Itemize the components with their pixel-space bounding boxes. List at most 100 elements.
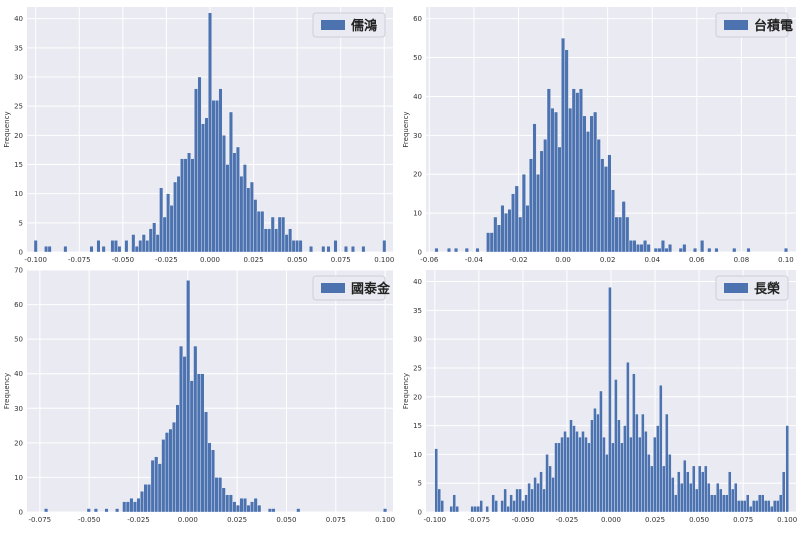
y-tick-label: 35 — [14, 44, 23, 52]
y-tick-label: 15 — [413, 422, 422, 430]
histogram-bar — [235, 504, 240, 513]
histogram-bar — [605, 454, 609, 513]
legend-swatch — [724, 20, 748, 30]
histogram-bar — [683, 459, 687, 513]
y-tick-label: 30 — [413, 132, 422, 140]
legend-box — [715, 275, 789, 301]
histogram-bar — [758, 494, 762, 513]
histogram-bar — [692, 465, 696, 513]
y-tick-label: 40 — [14, 15, 23, 23]
histogram-bar — [218, 477, 223, 513]
histogram-bar — [93, 508, 98, 513]
histogram-bar — [228, 494, 233, 513]
histogram-bar — [525, 205, 530, 253]
legend-swatch — [321, 283, 345, 293]
histogram-bar — [506, 506, 510, 513]
y-axis-label: Frequency — [402, 111, 410, 147]
histogram-bar — [493, 216, 498, 253]
histogram-bar — [154, 456, 159, 513]
histogram-bar — [271, 508, 276, 513]
histogram-bar — [599, 390, 603, 513]
histogram-bar — [274, 228, 279, 253]
histogram-bar — [608, 287, 612, 513]
y-axis-label: Frequency — [402, 373, 410, 409]
histogram-bar — [632, 373, 636, 513]
histogram-bar — [257, 504, 262, 513]
histogram-bar — [503, 488, 507, 513]
histogram-bar — [172, 421, 176, 513]
histogram-bar — [680, 483, 684, 513]
histogram-bar — [632, 240, 637, 253]
histogram-bar — [489, 232, 494, 253]
histogram-bar — [529, 158, 533, 253]
x-tick-label: -0.050 — [112, 256, 135, 264]
histogram-bar — [454, 247, 459, 253]
histogram-bar — [207, 442, 212, 513]
histogram-bar — [647, 454, 651, 513]
histogram-bar — [776, 500, 780, 513]
histogram-bar — [551, 477, 555, 513]
histogram-bar — [134, 245, 139, 253]
histogram-bar — [161, 439, 166, 513]
histogram-bar — [129, 497, 134, 513]
histogram-bar — [561, 37, 566, 253]
histogram-bar — [145, 240, 150, 253]
histogram-bar — [440, 500, 444, 513]
histogram-bar — [553, 111, 558, 253]
y-tick-label: 50 — [14, 336, 23, 344]
histogram-bar — [656, 425, 660, 513]
histogram-bar — [626, 362, 630, 513]
histogram-bar — [714, 247, 719, 253]
histogram-bar — [521, 500, 525, 513]
x-tick-label: 0.100 — [375, 516, 395, 524]
histogram-bar — [707, 247, 712, 253]
histogram-bar — [746, 494, 750, 513]
histogram-bar — [509, 494, 513, 513]
histogram-bar — [455, 506, 459, 513]
histogram-bar — [710, 494, 714, 513]
histogram-bar — [646, 244, 651, 253]
y-tick-label: 60 — [413, 15, 422, 23]
histogram-bar — [500, 205, 505, 253]
x-tick-label: -0.025 — [155, 256, 178, 264]
histogram-bar — [150, 459, 155, 513]
x-tick-label: 0.00 — [555, 256, 571, 264]
histogram-bar — [784, 247, 788, 253]
histogram-bar — [117, 245, 122, 253]
histogram-bar — [136, 497, 141, 513]
histogram-bar — [518, 216, 523, 253]
histogram-bar — [476, 506, 480, 513]
histogram-bar — [470, 506, 474, 513]
histogram-bar — [284, 234, 289, 253]
histogram-bar — [571, 88, 576, 253]
histogram-bar — [664, 247, 669, 253]
x-tick-label: -0.050 — [512, 516, 535, 524]
x-tick-label: 0.075 — [331, 256, 351, 264]
x-tick-label: -0.02 — [509, 256, 527, 264]
histogram-bar — [232, 501, 237, 513]
histogram-bar — [101, 245, 106, 253]
histogram-bar — [183, 158, 188, 253]
histogram-bar — [179, 345, 184, 513]
histogram-bar — [253, 199, 258, 253]
histogram-bar — [575, 92, 580, 253]
histogram-bar — [659, 385, 663, 513]
histogram-bar — [211, 100, 216, 253]
histogram-bar — [281, 216, 286, 253]
histogram-bar — [182, 356, 187, 513]
y-tick-label: 10 — [14, 190, 23, 198]
x-tick-label: 0.075 — [733, 516, 753, 524]
histogram-bar — [530, 488, 534, 513]
histogram-bar — [514, 185, 519, 253]
histogram-bar — [743, 500, 747, 513]
y-tick-label: 25 — [413, 364, 422, 372]
y-tick-label: 10 — [413, 451, 422, 459]
histogram-bar — [190, 158, 195, 253]
histogram-bar — [44, 245, 49, 253]
histogram-bar — [603, 166, 608, 253]
histogram-bar — [473, 506, 477, 513]
histogram-bar — [678, 247, 683, 253]
legend-label: 國泰金 — [351, 281, 391, 297]
histogram-bar — [653, 247, 658, 253]
histogram-bar — [704, 465, 708, 513]
